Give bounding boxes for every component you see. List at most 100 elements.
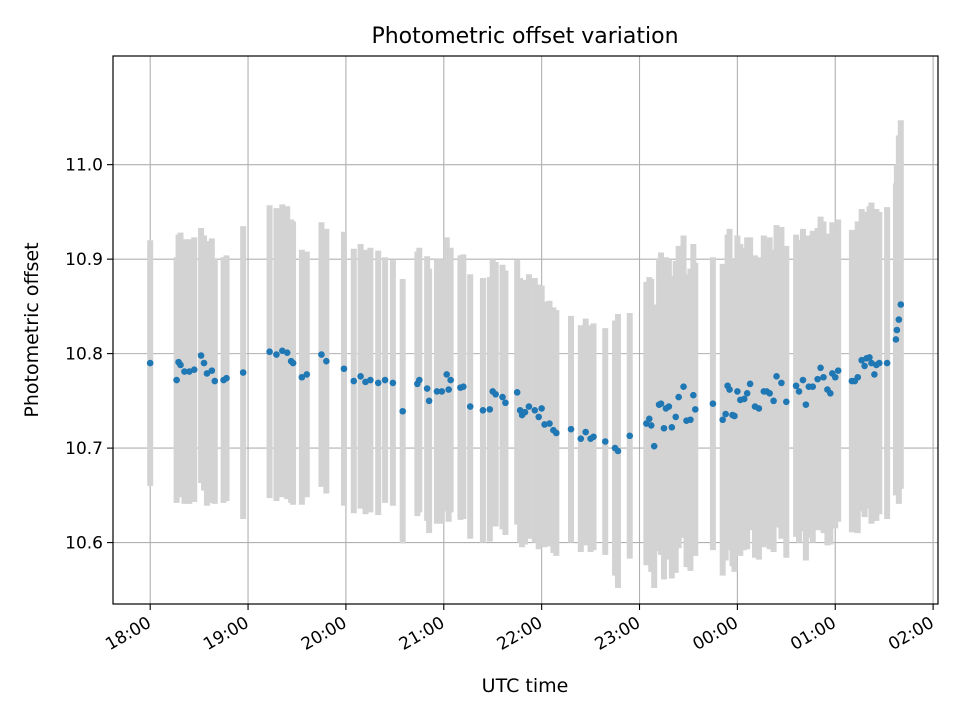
x-tick-label: 19:00 <box>200 613 252 655</box>
data-point <box>709 400 717 407</box>
data-point <box>399 407 406 415</box>
data-point <box>875 359 883 367</box>
data-point <box>647 422 655 429</box>
data-point <box>535 413 543 421</box>
data-point <box>357 372 364 380</box>
data-point <box>820 373 827 381</box>
data-point <box>445 386 452 393</box>
chart-title: Photometric offset variation <box>371 24 678 49</box>
data-point <box>350 377 358 385</box>
data-point <box>190 366 198 373</box>
data-point <box>303 371 311 378</box>
data-point <box>208 367 216 374</box>
x-tick-label: 00:00 <box>689 613 741 655</box>
y-tick-label: 10.7 <box>65 439 103 459</box>
data-point <box>521 408 529 416</box>
y-tick-label: 10.6 <box>65 534 103 554</box>
data-point <box>895 316 903 323</box>
data-point <box>525 403 533 410</box>
data-point <box>443 371 451 378</box>
data-point <box>795 388 803 395</box>
data-point <box>719 416 726 424</box>
data-point <box>601 438 609 445</box>
data-point <box>389 379 397 387</box>
data-point <box>883 359 891 367</box>
data-point <box>892 336 900 343</box>
data-points <box>146 301 905 455</box>
data-point <box>203 370 211 377</box>
data-point <box>626 432 634 440</box>
data-point <box>200 359 208 367</box>
data-point <box>799 376 807 384</box>
data-point <box>740 395 748 403</box>
data-point <box>374 379 382 387</box>
data-point <box>323 357 330 365</box>
x-tick-label: 23:00 <box>592 613 644 655</box>
data-point <box>239 369 247 376</box>
data-point <box>854 373 862 381</box>
data-point <box>650 442 658 450</box>
data-point <box>289 359 297 367</box>
data-point <box>513 389 521 396</box>
data-point <box>492 390 499 398</box>
data-point <box>438 388 446 395</box>
data-point <box>734 388 741 395</box>
data-point <box>645 415 653 423</box>
data-point <box>590 433 597 441</box>
data-point <box>340 365 348 373</box>
data-point <box>298 373 306 381</box>
y-tick-label: 10.9 <box>65 250 103 270</box>
data-point <box>861 362 868 370</box>
data-point <box>223 374 230 382</box>
x-axis-label: UTC time <box>482 675 569 697</box>
data-point <box>381 376 389 384</box>
data-point <box>582 428 589 436</box>
y-tick-label: 10.8 <box>65 345 103 365</box>
data-point <box>416 376 423 384</box>
data-point <box>690 391 697 399</box>
data-point <box>447 376 454 384</box>
data-point <box>809 383 817 390</box>
x-tick-label: 21:00 <box>396 613 448 655</box>
data-point <box>486 406 494 413</box>
data-point <box>614 447 622 455</box>
data-point <box>834 367 842 374</box>
data-point <box>181 368 188 375</box>
data-point <box>177 361 184 369</box>
x-tick-label: 18:00 <box>102 613 154 655</box>
data-point <box>731 412 738 420</box>
data-point <box>553 429 560 437</box>
data-point <box>668 424 676 431</box>
data-point <box>675 393 682 401</box>
data-point <box>726 386 733 393</box>
data-point <box>827 390 834 397</box>
data-point <box>687 416 694 424</box>
x-tick-label: 20:00 <box>298 613 350 655</box>
data-point <box>433 388 441 395</box>
data-point <box>577 435 585 442</box>
data-point <box>479 407 487 414</box>
x-tick-label: 01:00 <box>787 613 839 655</box>
data-point <box>173 376 180 384</box>
data-point <box>502 399 509 407</box>
data-point <box>893 326 901 334</box>
data-point <box>691 406 699 413</box>
x-axis-ticks: 18:00 19:00 20:00 21:00 22:00 23:00 00:00 01:00… <box>102 604 938 655</box>
data-point <box>273 351 280 358</box>
data-point <box>567 425 575 433</box>
data-point <box>657 400 665 407</box>
data-point <box>778 379 785 387</box>
data-point <box>743 390 751 397</box>
y-axis-label: Photometric offset <box>21 242 43 417</box>
data-point <box>802 401 810 408</box>
data-point <box>672 413 680 421</box>
data-point <box>538 405 545 412</box>
data-point <box>770 397 777 405</box>
data-point <box>266 348 273 356</box>
x-tick-label: 22:00 <box>494 613 546 655</box>
y-tick-label: 11.0 <box>65 156 103 176</box>
plot-frame <box>112 55 939 605</box>
data-point <box>897 301 905 308</box>
